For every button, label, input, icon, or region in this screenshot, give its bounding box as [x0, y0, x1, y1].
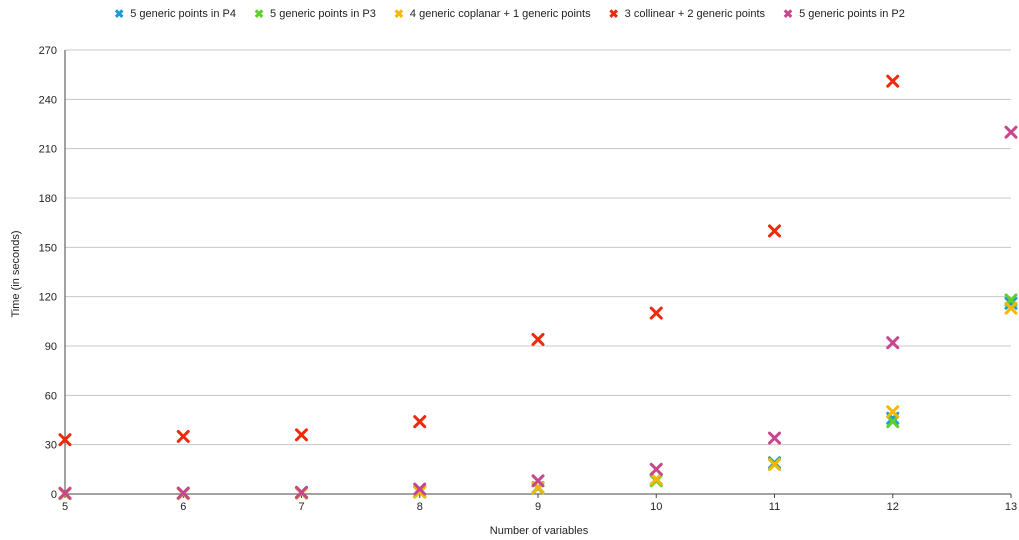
- legend-marker-icon: ✖: [114, 7, 125, 21]
- legend: ✖ 5 generic points in P4 ✖ 5 generic points…: [0, 4, 1019, 24]
- y-tick-label: 30: [45, 440, 57, 452]
- y-tick-label: 60: [45, 390, 57, 402]
- legend-item: ✖ 4 generic coplanar + 1 generic points: [394, 8, 591, 20]
- data-point: [295, 428, 308, 442]
- legend-marker-icon: ✖: [253, 7, 265, 21]
- data-point: [886, 415, 900, 429]
- legend-label: 5 generic points in P2: [799, 8, 905, 20]
- y-tick-label: 0: [51, 489, 57, 501]
- x-axis-title: Number of variables: [490, 525, 589, 537]
- y-axis-title: Time (in seconds): [10, 230, 22, 317]
- data-point: [768, 457, 781, 471]
- legend-label: 4 generic coplanar + 1 generic points: [409, 8, 591, 20]
- x-tick-label: 11: [769, 501, 780, 513]
- x-tick-label: 9: [535, 501, 541, 513]
- data-point: [531, 474, 545, 488]
- data-point: [1004, 125, 1018, 139]
- y-tick-label: 240: [39, 94, 57, 106]
- data-point: [649, 462, 663, 476]
- x-tick-label: 8: [417, 501, 423, 513]
- data-point: [176, 486, 190, 500]
- data-point: [176, 429, 190, 443]
- data-point: [886, 405, 900, 419]
- legend-item: ✖ 5 generic points in P3: [254, 8, 376, 20]
- legend-label: 5 generic points in P3: [270, 8, 376, 20]
- x-tick-label: 13: [1005, 501, 1017, 513]
- y-tick-label: 120: [39, 292, 57, 304]
- y-tick-label: 150: [39, 242, 57, 254]
- data-point: [413, 485, 427, 499]
- data-point: [295, 485, 308, 499]
- legend-label: 3 collinear + 2 generic points: [624, 8, 766, 20]
- data-point: [768, 224, 781, 238]
- legend-item: ✖ 5 generic points in P2: [783, 8, 905, 20]
- data-point: [886, 74, 900, 88]
- legend-item: ✖ 3 collinear + 2 generic points: [609, 8, 765, 20]
- y-tick-label: 270: [39, 45, 57, 57]
- x-tick-label: 5: [62, 501, 68, 513]
- data-point: [1004, 301, 1018, 315]
- y-tick-label: 180: [39, 193, 57, 205]
- legend-item: ✖ 5 generic points in P4: [114, 8, 236, 20]
- data-point: [649, 306, 663, 320]
- data-point: [413, 415, 427, 429]
- data-point: [768, 431, 781, 445]
- legend-marker-icon: ✖: [393, 7, 404, 21]
- x-tick-label: 12: [887, 501, 899, 513]
- legend-marker-icon: ✖: [608, 7, 619, 21]
- x-tick-label: 6: [180, 501, 186, 513]
- data-point: [531, 332, 545, 346]
- x-tick-label: 10: [650, 501, 662, 513]
- data-point: [58, 433, 72, 447]
- data-point: [649, 472, 663, 486]
- legend-label: 5 generic points in P4: [130, 8, 236, 20]
- data-point: [413, 482, 427, 496]
- legend-marker-icon: ✖: [783, 7, 794, 21]
- data-point: [886, 336, 900, 350]
- data-point: [58, 486, 72, 500]
- y-tick-label: 90: [45, 341, 57, 353]
- data-points: [58, 74, 1018, 501]
- grid-lines: [65, 49, 1011, 446]
- x-tick-label: 7: [298, 501, 304, 513]
- axes: 0 30 60 90 120 150 180 210 240 270 5 6 7 8 9 10 11 12 13: [39, 45, 1017, 513]
- y-tick-label: 210: [39, 144, 57, 156]
